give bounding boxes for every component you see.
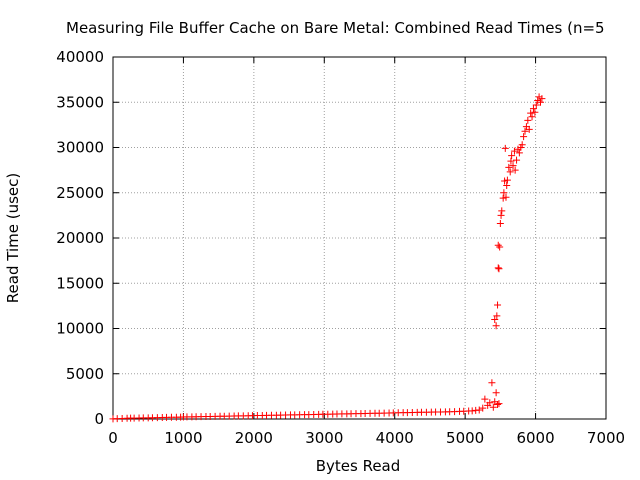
- data-point: [506, 168, 514, 176]
- data-point: [528, 113, 536, 121]
- data-point: [492, 322, 500, 330]
- data-point: [521, 127, 529, 135]
- data-point: [475, 406, 483, 414]
- data-point: [492, 389, 500, 397]
- y-tick-label: 40000: [56, 48, 104, 66]
- data-point: [509, 162, 517, 170]
- data-point: [481, 395, 489, 403]
- data-point: [505, 163, 513, 171]
- data-point: [518, 141, 526, 149]
- x-tick-label: 1000: [164, 429, 202, 447]
- x-tick-label: 2000: [235, 429, 273, 447]
- data-point: [494, 241, 502, 249]
- data-point: [513, 156, 521, 164]
- data-point: [507, 157, 515, 165]
- data-point: [479, 404, 487, 412]
- data-point: [494, 401, 502, 409]
- data-point: [531, 108, 539, 116]
- y-tick-label: 0: [94, 410, 104, 428]
- data-point: [503, 182, 511, 190]
- data-point: [496, 220, 504, 228]
- y-tick-label: 10000: [56, 320, 104, 338]
- x-tick-label: 4000: [376, 429, 414, 447]
- data-point: [497, 211, 505, 219]
- data-point: [520, 133, 528, 141]
- data-point: [503, 176, 511, 184]
- data-point: [532, 101, 540, 109]
- data-point: [488, 379, 496, 387]
- data-point: [494, 301, 502, 309]
- data-point: [527, 109, 535, 117]
- data-point: [510, 147, 518, 155]
- data-point: [495, 265, 503, 273]
- data-point: [515, 149, 523, 157]
- data-point: [498, 207, 506, 215]
- data-point: [500, 189, 508, 197]
- data-point: [502, 193, 510, 201]
- data-point: [493, 312, 501, 320]
- data-point: [489, 403, 497, 411]
- data-point: [529, 105, 537, 113]
- data-point: [491, 315, 499, 323]
- data-point: [496, 243, 504, 251]
- y-tick-label: 30000: [56, 139, 104, 157]
- axes: 0 1000 2000 3000 4000 5000 6000 7000 0 5000 10000 1…: [56, 48, 625, 447]
- y-tick-label: 25000: [56, 184, 104, 202]
- y-axis-label: Read Time (usec): [4, 173, 22, 303]
- data-point: [511, 166, 519, 174]
- data-point: [486, 399, 494, 407]
- data-point: [538, 95, 546, 103]
- data-point: [537, 98, 545, 106]
- data-point: [494, 264, 502, 272]
- data-point: [508, 152, 516, 160]
- y-tick-label: 35000: [56, 93, 104, 111]
- y-tick-label: 5000: [66, 365, 104, 383]
- x-tick-label: 7000: [587, 429, 625, 447]
- data-point: [525, 125, 533, 133]
- x-tick-label: 3000: [305, 429, 343, 447]
- data-point: [501, 144, 509, 152]
- y-tick-label: 15000: [56, 274, 104, 292]
- y-tick-label: 20000: [56, 229, 104, 247]
- data-points: [109, 93, 546, 423]
- chart-title: Measuring File Buffer Cache on Bare Meta…: [66, 19, 605, 37]
- data-point: [495, 400, 503, 408]
- x-tick-label: 0: [108, 429, 118, 447]
- grid-lines: [113, 57, 606, 419]
- data-point: [524, 116, 532, 124]
- x-tick-label: 6000: [516, 429, 554, 447]
- x-axis-label: Bytes Read: [316, 457, 401, 475]
- x-tick-label: 5000: [446, 429, 484, 447]
